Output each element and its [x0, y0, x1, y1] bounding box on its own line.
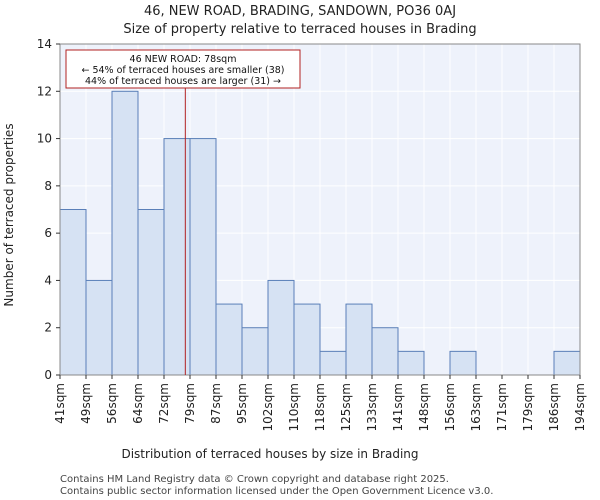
- x-tick-label: 79sqm: [183, 383, 197, 424]
- chart-title: 46, NEW ROAD, BRADING, SANDOWN, PO36 0AJ: [144, 4, 456, 19]
- y-ticks: 0 2 4 6 8 10 12 14: [37, 37, 60, 382]
- y-tick-label: 6: [44, 226, 52, 240]
- y-tick-label: 0: [44, 368, 52, 382]
- bar: [137, 209, 165, 376]
- x-tick-label: 49sqm: [79, 383, 93, 424]
- x-tick-label: 133sqm: [365, 383, 379, 431]
- y-tick-label: 14: [37, 37, 52, 51]
- x-tick-label: 87sqm: [209, 383, 223, 424]
- annotation-larger: 44% of terraced houses are larger (31) →: [85, 76, 281, 87]
- x-axis-label: Distribution of terraced houses by size …: [121, 447, 418, 461]
- x-tick-label: 102sqm: [261, 383, 275, 431]
- y-tick-label: 12: [37, 84, 52, 98]
- x-tick-label: 95sqm: [235, 383, 249, 424]
- x-tick-label: 125sqm: [339, 383, 353, 431]
- x-tick-label: 186sqm: [547, 383, 561, 431]
- x-tick-label: 163sqm: [469, 383, 483, 431]
- y-axis-label: Number of terraced properties: [2, 123, 16, 306]
- x-tick-label: 179sqm: [521, 383, 535, 431]
- y-tick-label: 8: [44, 179, 52, 193]
- bar: [371, 327, 399, 376]
- x-tick-label: 72sqm: [157, 383, 171, 424]
- bar: [319, 350, 347, 376]
- y-tick-label: 10: [37, 132, 52, 146]
- bar: [397, 350, 425, 376]
- bar: [189, 138, 217, 376]
- chart-subtitle: Size of property relative to terraced ho…: [123, 22, 476, 37]
- bar: [345, 303, 373, 376]
- bar: [85, 279, 113, 376]
- annotation-title: 46 NEW ROAD: 78sqm: [130, 54, 237, 65]
- annotation-smaller: ← 54% of terraced houses are smaller (38…: [81, 65, 284, 76]
- x-tick-label: 156sqm: [443, 383, 457, 431]
- x-ticks: 41sqm 49sqm 56sqm 64sqm 72sqm 79sqm 87sqm 95sqm…: [53, 375, 587, 431]
- y-tick-label: 2: [44, 321, 52, 335]
- x-tick-label: 64sqm: [131, 383, 145, 424]
- x-tick-label: 141sqm: [391, 383, 405, 431]
- bar: [111, 90, 139, 376]
- x-tick-label: 148sqm: [417, 383, 431, 431]
- x-tick-label: 41sqm: [53, 383, 67, 424]
- x-tick-label: 110sqm: [287, 383, 301, 431]
- bar: [267, 279, 295, 376]
- x-tick-label: 194sqm: [573, 383, 587, 431]
- bars: [59, 90, 581, 376]
- bar: [449, 350, 477, 376]
- bar: [163, 138, 191, 376]
- x-tick-label: 56sqm: [105, 383, 119, 424]
- y-tick-label: 4: [44, 273, 52, 287]
- bar: [215, 303, 243, 376]
- x-tick-label: 171sqm: [495, 383, 509, 431]
- bar: [293, 303, 321, 376]
- annotation-box: [65, 49, 301, 89]
- bar: [241, 327, 269, 376]
- footer-line-1: Contains HM Land Registry data © Crown c…: [60, 474, 449, 485]
- bar: [59, 209, 87, 376]
- x-tick-label: 118sqm: [313, 383, 327, 431]
- footer-line-2: Contains public sector information licen…: [60, 486, 493, 497]
- bar: [553, 350, 581, 376]
- marker-annotation: 46 NEW ROAD: 78sqm ← 54% of terraced hou…: [65, 49, 301, 89]
